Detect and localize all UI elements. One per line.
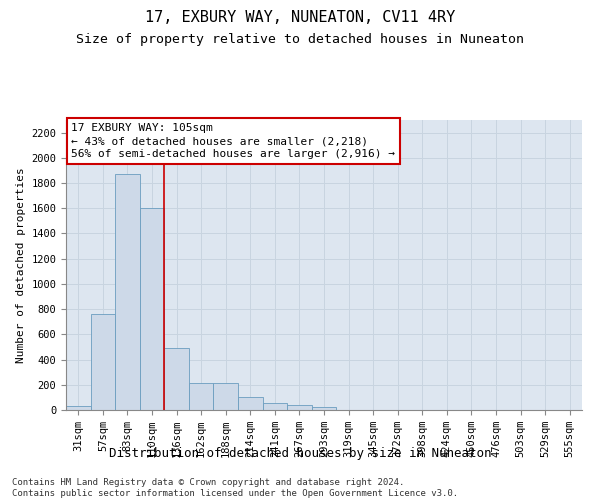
Y-axis label: Number of detached properties: Number of detached properties: [16, 167, 26, 363]
Text: Distribution of detached houses by size in Nuneaton: Distribution of detached houses by size …: [109, 448, 491, 460]
Bar: [115, 174, 140, 410]
Bar: [263, 403, 287, 410]
Text: 17 EXBURY WAY: 105sqm
← 43% of detached houses are smaller (2,218)
56% of semi-d: 17 EXBURY WAY: 105sqm ← 43% of detached …: [71, 123, 395, 160]
Bar: [66, 406, 91, 410]
Bar: [164, 348, 189, 410]
Bar: [140, 208, 164, 410]
Bar: [189, 383, 214, 410]
Bar: [238, 397, 263, 410]
Text: 17, EXBURY WAY, NUNEATON, CV11 4RY: 17, EXBURY WAY, NUNEATON, CV11 4RY: [145, 10, 455, 25]
Bar: [91, 314, 115, 410]
Text: Contains HM Land Registry data © Crown copyright and database right 2024.
Contai: Contains HM Land Registry data © Crown c…: [12, 478, 458, 498]
Bar: [214, 383, 238, 410]
Text: Size of property relative to detached houses in Nuneaton: Size of property relative to detached ho…: [76, 32, 524, 46]
Bar: [312, 407, 336, 410]
Bar: [287, 405, 312, 410]
